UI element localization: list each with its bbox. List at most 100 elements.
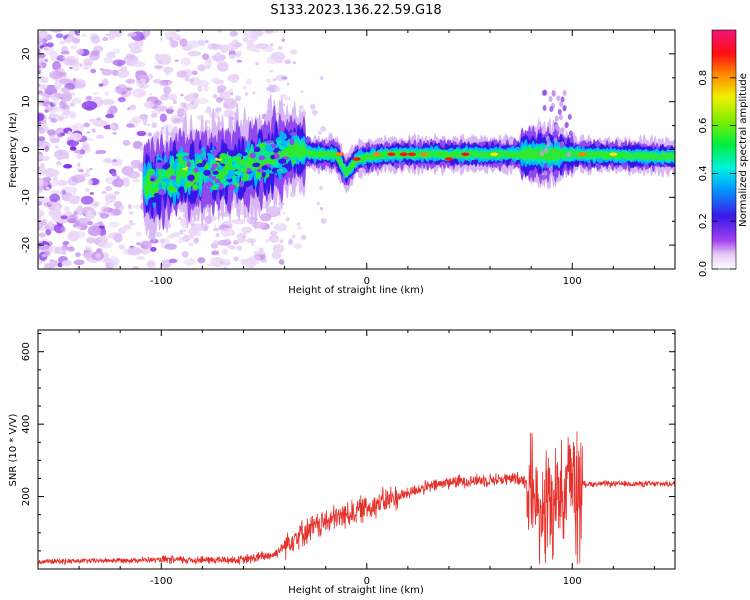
noise-speck	[253, 250, 266, 256]
noise-speck	[38, 69, 42, 75]
noise-speck	[271, 84, 277, 90]
noise-speck	[212, 93, 218, 99]
band-cell	[169, 175, 177, 181]
noise-speck	[130, 46, 142, 54]
noise-speck	[320, 125, 327, 132]
noise-speck	[85, 168, 90, 174]
heatmap-band	[142, 89, 675, 243]
colorbar-tick-label: 0.0	[698, 261, 709, 277]
noise-speck	[280, 76, 288, 80]
noise-speck	[38, 127, 45, 131]
noise-speck	[58, 40, 66, 45]
noise-speck	[230, 219, 237, 224]
band-spike	[541, 174, 546, 181]
band-cell	[240, 167, 248, 173]
noise-speck	[271, 30, 279, 34]
noise-speck	[62, 91, 73, 102]
noise-speck	[142, 30, 151, 37]
top-x-axis-label: Height of straight line (km)	[288, 285, 424, 296]
noise-speck	[104, 193, 117, 203]
band-spike	[556, 95, 561, 102]
noise-speck	[75, 252, 81, 258]
band-cell	[289, 131, 298, 136]
noise-speck	[318, 185, 324, 191]
noise-speck	[159, 113, 167, 123]
noise-speck	[72, 37, 80, 44]
noise-speck	[265, 238, 271, 243]
noise-speck	[147, 73, 154, 80]
band-hotspot	[609, 152, 618, 157]
band-spike	[559, 142, 564, 149]
band-cell	[258, 155, 266, 161]
top-y-tick-label: 10	[21, 95, 32, 108]
bottom-y-tick-label: 400	[21, 415, 32, 434]
noise-speck	[220, 227, 235, 237]
noise-speck	[235, 95, 242, 102]
noise-speck	[44, 84, 58, 95]
noise-speck	[180, 57, 191, 66]
noise-speck	[71, 92, 76, 96]
band-spike	[544, 147, 549, 154]
noise-speck	[136, 130, 147, 137]
noise-speck	[90, 68, 97, 74]
noise-speck	[211, 53, 226, 62]
noise-speck	[93, 201, 100, 205]
noise-speck	[113, 233, 123, 243]
noise-speck	[140, 244, 146, 249]
noise-speck	[193, 93, 199, 99]
bottom-x-tick-label: 100	[563, 576, 582, 587]
snr-panel: -100 0 100 200 400 600 Height of straight li…	[8, 329, 676, 596]
band-spike	[548, 95, 553, 102]
noise-speck	[109, 30, 123, 38]
noise-speck	[38, 48, 41, 54]
band-cell	[275, 138, 284, 142]
noise-speck	[117, 96, 126, 103]
noise-speck	[105, 186, 112, 192]
noise-speck	[112, 159, 117, 163]
band-cell	[289, 138, 295, 146]
noise-speck	[209, 111, 221, 120]
noise-speck	[90, 49, 100, 57]
noise-speck	[127, 32, 137, 37]
band-cell	[187, 174, 195, 181]
noise-speck	[288, 238, 293, 244]
band-cell	[227, 169, 236, 177]
band-cell	[211, 163, 219, 168]
band-spike	[560, 126, 565, 133]
band-cell	[270, 154, 276, 160]
noise-speck	[187, 103, 190, 106]
noise-speck	[163, 66, 174, 74]
noise-speck	[104, 202, 111, 206]
noise-speck	[47, 104, 51, 109]
noise-speck	[187, 234, 194, 240]
noise-speck	[100, 235, 109, 244]
noise-speck	[132, 88, 147, 98]
noise-speck	[270, 221, 274, 226]
noise-speck	[113, 200, 123, 209]
noise-speck	[69, 214, 79, 221]
noise-speck	[83, 58, 94, 66]
noise-speck	[52, 100, 59, 106]
band-cell	[195, 149, 203, 155]
noise-speck	[55, 33, 64, 39]
noise-speck	[106, 51, 116, 59]
noise-speck	[121, 65, 128, 71]
noise-speck	[73, 259, 85, 266]
noise-speck	[269, 230, 278, 236]
noise-speck	[166, 234, 175, 239]
noise-speck	[77, 162, 81, 167]
noise-speck	[108, 35, 115, 40]
noise-speck	[151, 110, 161, 115]
noise-speck	[71, 62, 81, 72]
bottom-y-tick-label: 200	[21, 487, 32, 506]
colorbar-tick-label: 0.4	[698, 165, 709, 181]
noise-speck	[121, 165, 134, 176]
band-cell	[228, 184, 237, 191]
noise-speck	[176, 117, 182, 123]
noise-speck	[87, 179, 93, 186]
noise-speck	[159, 36, 164, 42]
band-spike	[539, 150, 544, 157]
noise-speck	[62, 109, 71, 116]
band-cell	[155, 162, 164, 168]
